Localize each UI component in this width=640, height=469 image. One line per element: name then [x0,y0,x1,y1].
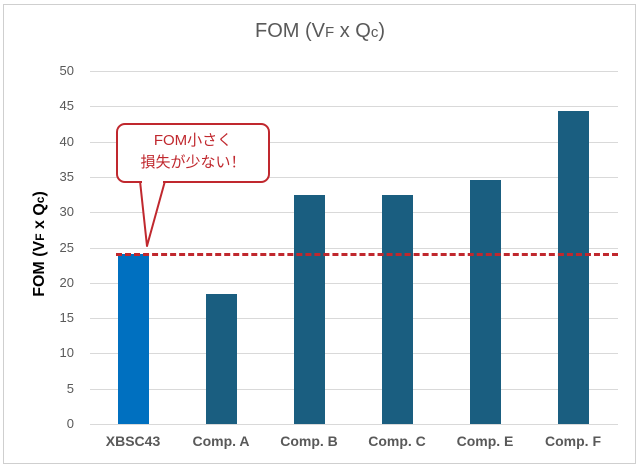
callout-line-2: 損失が少ない！ [140,154,246,171]
x-tick-label: Comp. F [545,433,601,449]
gridline [90,424,618,425]
gridline [90,141,618,143]
bar [206,294,237,424]
gridline [90,388,618,390]
y-tick-label: 25 [59,239,74,255]
gridline [90,106,618,108]
bar [294,194,325,424]
gridline [90,176,618,178]
gridline [90,282,618,284]
x-tick-label: Comp. A [192,433,250,449]
x-tick-label: Comp. C [368,433,426,449]
chart-frame [3,4,636,464]
callout-annotation: FOM小さく 損失が少ない！ [116,123,270,183]
y-tick-label: 10 [59,345,74,361]
y-tick-label: 0 [66,416,74,431]
x-tick-label: Comp. E [456,433,514,449]
gridline [90,353,618,355]
bar [470,179,501,424]
x-tick-label: XBSC43 [105,433,161,449]
y-tick-label: 15 [59,310,74,326]
chart-title: FOM (VF x Qc) [254,20,385,42]
bar [558,110,589,424]
y-tick-label: 50 [59,63,74,78]
bar [118,253,149,424]
y-tick-label: 20 [59,274,74,290]
gridline [90,71,618,72]
plot-area [90,71,618,425]
x-tick-label: Comp. B [280,433,338,449]
y-tick-label: 30 [59,204,74,220]
y-tick-label: 45 [59,98,74,114]
gridline [90,212,618,214]
gridline [90,247,618,249]
y-tick-label: 35 [59,168,74,184]
reference-line [116,252,618,256]
callout-line-1: FOM小さく [153,132,233,149]
y-tick-label: 40 [59,133,74,149]
gridline [90,318,618,320]
y-tick-label: 5 [66,380,74,396]
bar [382,194,413,424]
